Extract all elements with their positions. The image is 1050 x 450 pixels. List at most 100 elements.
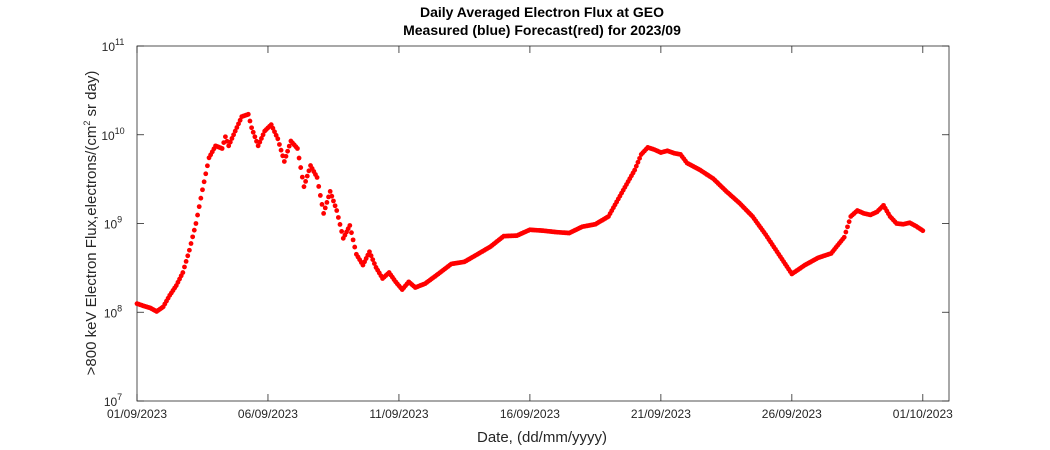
data-point — [295, 146, 300, 151]
data-point — [327, 188, 333, 194]
data-point — [250, 129, 256, 135]
y-tick-label: 1011 — [102, 37, 125, 54]
data-point — [223, 134, 228, 140]
data-point — [237, 117, 243, 123]
data-point — [193, 221, 199, 226]
data-point — [204, 163, 210, 169]
data-point — [249, 125, 254, 131]
y-tick-base: 10 — [102, 40, 116, 54]
data-point — [352, 244, 358, 250]
chart-subtitle: Measured (blue) Forecast(red) for 2023/0… — [403, 22, 681, 38]
data-point — [183, 258, 189, 264]
y-tick-label: 1010 — [101, 126, 124, 143]
y-tick-label: 109 — [104, 215, 122, 232]
data-point — [196, 204, 202, 210]
data-point — [633, 163, 639, 169]
y-tick-base: 10 — [101, 129, 115, 143]
y-tick-base: 10 — [104, 395, 118, 409]
y-tick-base: 10 — [104, 306, 118, 320]
y-tick-exponent: 7 — [117, 392, 122, 402]
y-tick-label: 108 — [104, 303, 122, 320]
data-point — [843, 229, 849, 235]
data-point — [203, 171, 209, 177]
data-point — [329, 193, 335, 199]
data-point — [845, 224, 850, 230]
data-point — [191, 227, 197, 233]
data-point — [321, 210, 327, 216]
data-point — [275, 136, 281, 142]
y-axis-label: >800 keV Electron Flux,electrons/(cm2 sr… — [82, 71, 100, 376]
data-point — [331, 198, 336, 204]
ticks-layer: 01/09/2023 06/09/2023 11/09/2023 16/09/2023… — [101, 37, 953, 421]
data-point — [200, 187, 205, 193]
data-point — [317, 193, 323, 198]
data-point — [182, 264, 187, 270]
x-tick-label: 06/09/2023 — [238, 407, 298, 421]
data-point — [236, 121, 241, 127]
data-point — [198, 195, 204, 201]
x-tick-label: 16/09/2023 — [500, 407, 560, 421]
data-point — [278, 147, 284, 153]
data-point — [231, 132, 236, 138]
data-point — [637, 155, 642, 161]
data-point — [370, 257, 376, 263]
data-point — [226, 143, 232, 149]
data-point — [635, 159, 641, 165]
x-tick-label: 01/09/2023 — [107, 407, 167, 421]
data-point — [368, 253, 374, 259]
data-point — [371, 261, 377, 266]
data-point — [846, 219, 852, 225]
data-point — [255, 143, 261, 149]
data-point — [227, 139, 233, 145]
data-point — [322, 205, 328, 211]
y-axis-label-sup: 2 — [82, 121, 92, 126]
data-point — [841, 234, 847, 240]
data-point — [247, 118, 253, 124]
data-point — [314, 175, 320, 180]
y-axis-label-post: sr day) — [83, 71, 100, 121]
data-point — [298, 165, 304, 170]
data-point — [337, 222, 343, 227]
data-point — [234, 125, 240, 130]
data-point — [219, 146, 225, 151]
data-point — [332, 203, 338, 209]
data-point — [301, 184, 307, 190]
y-axis-label-pre: >800 keV Electron Flux,electrons/(cm — [83, 126, 100, 376]
chart-title: Daily Averaged Electron Flux at GEO — [420, 4, 664, 20]
data-point — [281, 159, 287, 164]
data-point — [195, 212, 200, 218]
y-tick-exponent: 8 — [117, 303, 122, 313]
x-tick-label: 11/09/2023 — [369, 407, 428, 421]
x-axis-label: Date, (dd/mm/yyyy) — [477, 429, 607, 446]
data-point — [347, 223, 353, 228]
data-point — [632, 167, 638, 173]
data-point — [245, 111, 251, 117]
data-point — [277, 142, 282, 147]
x-tick-label: 26/09/2023 — [762, 407, 822, 421]
data-point — [259, 136, 264, 141]
data-point — [324, 199, 330, 205]
data-point — [296, 155, 302, 161]
data-point — [334, 208, 340, 213]
x-tick-label: 01/10/2023 — [893, 407, 953, 421]
data-point — [303, 178, 309, 184]
y-tick-label: 107 — [104, 392, 122, 409]
data-point — [185, 253, 191, 259]
data-point — [350, 237, 356, 243]
data-point — [304, 173, 310, 179]
data-point — [285, 148, 291, 154]
data-point — [232, 128, 238, 134]
data-point — [316, 184, 322, 189]
data-point — [252, 134, 258, 140]
data-point — [201, 179, 207, 185]
data-point — [229, 136, 235, 141]
data-point — [349, 230, 354, 236]
data-point — [283, 153, 289, 159]
plot-area — [136, 45, 950, 402]
data-point — [190, 234, 196, 240]
data-point — [335, 215, 341, 220]
data-point — [188, 241, 194, 246]
data-point — [260, 132, 266, 138]
data-point — [367, 249, 372, 255]
